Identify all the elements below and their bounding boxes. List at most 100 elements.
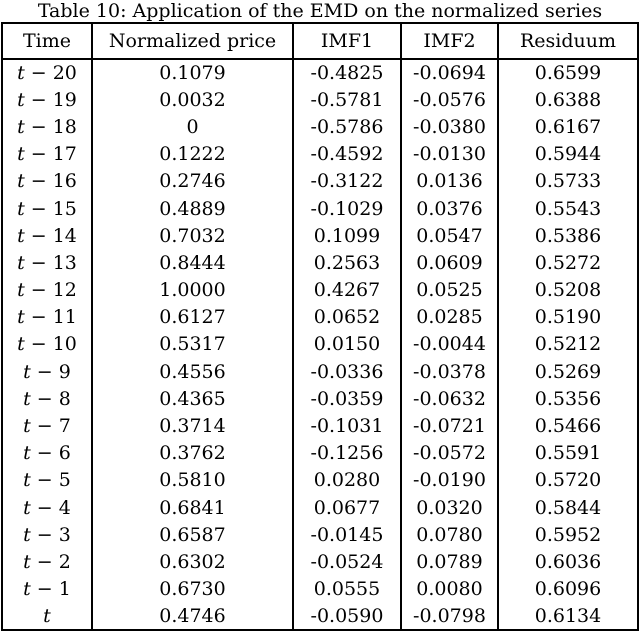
time-variable: t <box>17 62 25 85</box>
normalized-price-cell: 0.3762 <box>91 439 294 467</box>
normalized-price-cell: 0.1222 <box>91 140 294 168</box>
imf1-cell: 0.1099 <box>292 222 402 250</box>
time-variable: t <box>17 170 25 193</box>
residuum-cell: 0.6036 <box>497 548 639 576</box>
table-row: t − 13 0.8444 0.2563 0.0609 0.5272 <box>1 249 639 277</box>
time-offset: − 16 <box>24 170 77 193</box>
imf2-cell: -0.0378 <box>400 358 499 386</box>
table-row: t − 17 0.1222 -0.4592 -0.0130 0.5944 <box>1 140 639 168</box>
table-row: t − 7 0.3714 -0.1031 -0.0721 0.5466 <box>1 412 639 440</box>
col-header-normalized-price: Normalized price <box>91 23 294 60</box>
normalized-price-cell: 0.1079 <box>91 59 294 87</box>
time-cell: t − 8 <box>1 385 93 413</box>
normalized-price-cell: 0.5317 <box>91 330 294 359</box>
residuum-cell: 0.5386 <box>497 222 639 250</box>
normalized-price-cell: 0.8444 <box>91 249 294 277</box>
residuum-cell: 0.5212 <box>497 330 639 359</box>
table-caption: Table 10: Application of the EMD on the … <box>37 0 603 22</box>
normalized-price-cell: 1.0000 <box>91 276 294 304</box>
normalized-price-cell: 0.7032 <box>91 222 294 250</box>
imf2-cell: -0.0380 <box>400 113 499 141</box>
time-cell: t − 15 <box>1 194 93 223</box>
time-cell: t − 14 <box>1 222 93 250</box>
normalized-price-cell: 0.4556 <box>91 358 294 386</box>
table-row: t − 10 0.5317 0.0150 -0.0044 0.5212 <box>1 330 639 359</box>
time-offset: − 4 <box>30 496 71 519</box>
time-variable: t <box>17 224 25 247</box>
normalized-price-cell: 0.6302 <box>91 548 294 576</box>
time-cell: t − 17 <box>1 140 93 168</box>
table-row: t − 16 0.2746 -0.3122 0.0136 0.5733 <box>1 167 639 195</box>
imf2-cell: -0.0572 <box>400 439 499 467</box>
col-header-residuum: Residuum <box>497 23 639 60</box>
time-offset: − 19 <box>24 88 77 111</box>
imf2-cell: 0.0780 <box>400 521 499 549</box>
imf1-cell: -0.0524 <box>292 548 402 576</box>
time-variable: t <box>17 251 25 274</box>
time-variable: t <box>17 306 25 329</box>
residuum-cell: 0.5720 <box>497 466 639 494</box>
time-cell: t − 11 <box>1 303 93 331</box>
time-cell: t − 5 <box>1 466 93 494</box>
time-variable: t <box>17 115 25 138</box>
time-cell: t − 16 <box>1 167 93 195</box>
table-row: t − 19 0.0032 -0.5781 -0.0576 0.6388 <box>1 86 639 114</box>
time-cell: t − 4 <box>1 494 93 522</box>
imf1-cell: -0.4592 <box>292 140 402 168</box>
time-cell: t − 12 <box>1 276 93 304</box>
imf2-cell: 0.0080 <box>400 575 499 603</box>
imf2-cell: 0.0376 <box>400 194 499 223</box>
imf1-cell: -0.0590 <box>292 602 402 630</box>
imf2-cell: 0.0789 <box>400 548 499 576</box>
emd-table: Time Normalized price IMF1 IMF2 Residuum… <box>1 22 639 631</box>
time-variable: t <box>23 523 31 546</box>
table-row: t − 2 0.6302 -0.0524 0.0789 0.6036 <box>1 548 639 576</box>
residuum-cell: 0.5591 <box>497 439 639 467</box>
imf2-cell: -0.0130 <box>400 140 499 168</box>
time-offset: − 15 <box>24 197 77 220</box>
time-variable: t <box>23 360 31 383</box>
residuum-cell: 0.6388 <box>497 86 639 114</box>
residuum-cell: 0.5356 <box>497 385 639 413</box>
time-offset: − 10 <box>24 333 77 356</box>
normalized-price-cell: 0.4746 <box>91 602 294 630</box>
imf1-cell: -0.0359 <box>292 385 402 413</box>
residuum-cell: 0.5733 <box>497 167 639 195</box>
residuum-cell: 0.5952 <box>497 521 639 549</box>
time-cell: t − 18 <box>1 113 93 141</box>
time-offset: − 13 <box>24 251 77 274</box>
normalized-price-cell: 0.4889 <box>91 194 294 223</box>
imf1-cell: 0.0677 <box>292 494 402 522</box>
normalized-price-cell: 0.6127 <box>91 303 294 331</box>
time-offset: − 5 <box>30 469 71 492</box>
imf1-cell: 0.0652 <box>292 303 402 331</box>
normalized-price-cell: 0.5810 <box>91 466 294 494</box>
imf2-cell: -0.0190 <box>400 466 499 494</box>
time-cell: t − 13 <box>1 249 93 277</box>
normalized-price-cell: 0.6841 <box>91 494 294 522</box>
residuum-cell: 0.6134 <box>497 602 639 630</box>
residuum-cell: 0.6096 <box>497 575 639 603</box>
imf1-cell: 0.2563 <box>292 249 402 277</box>
imf2-cell: -0.0721 <box>400 412 499 440</box>
imf1-cell: -0.1031 <box>292 412 402 440</box>
time-variable: t <box>17 197 25 220</box>
col-header-time: Time <box>1 23 93 60</box>
time-cell: t − 2 <box>1 548 93 576</box>
imf2-cell: -0.0044 <box>400 330 499 359</box>
header-row: Time Normalized price IMF1 IMF2 Residuum <box>1 23 639 60</box>
residuum-cell: 0.5269 <box>497 358 639 386</box>
imf1-cell: -0.5786 <box>292 113 402 141</box>
normalized-price-cell: 0.4365 <box>91 385 294 413</box>
imf1-cell: -0.0145 <box>292 521 402 549</box>
table-row: t − 5 0.5810 0.0280 -0.0190 0.5720 <box>1 466 639 494</box>
time-offset: − 2 <box>30 550 71 573</box>
table-row: t − 18 0 -0.5786 -0.0380 0.6167 <box>1 113 639 141</box>
time-offset: − 12 <box>24 279 77 302</box>
imf1-cell: 0.4267 <box>292 276 402 304</box>
time-cell: t − 7 <box>1 412 93 440</box>
normalized-price-cell: 0.2746 <box>91 167 294 195</box>
time-cell: t − 20 <box>1 59 93 87</box>
table-body: t − 20 0.1079 -0.4825 -0.0694 0.6599 t − 19 0.… <box>1 59 639 630</box>
